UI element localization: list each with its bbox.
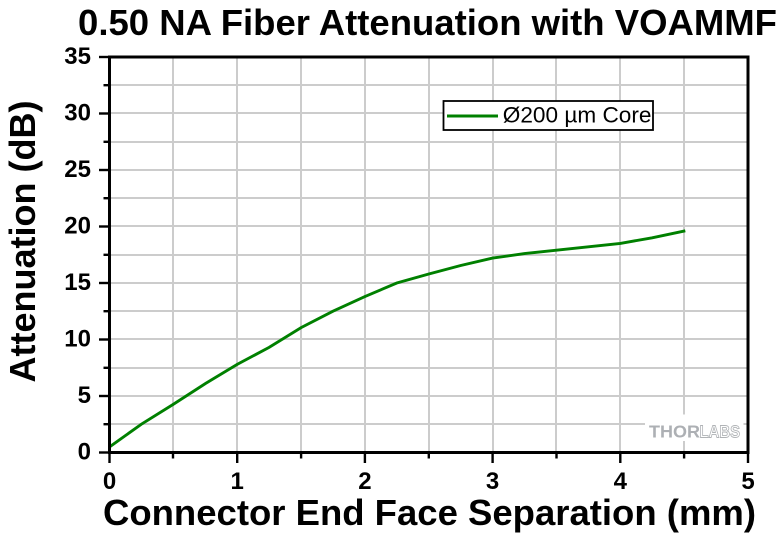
svg-text:LABS: LABS: [700, 422, 741, 442]
svg-text:5: 5: [741, 468, 754, 495]
svg-text:3: 3: [486, 468, 499, 495]
svg-text:0: 0: [103, 468, 116, 495]
svg-text:0: 0: [78, 439, 91, 466]
svg-text:2: 2: [358, 468, 371, 495]
svg-text:4: 4: [614, 468, 628, 495]
svg-text:10: 10: [64, 326, 91, 353]
svg-text:1: 1: [231, 468, 244, 495]
svg-text:5: 5: [78, 382, 91, 409]
svg-text:THOR: THOR: [649, 422, 700, 442]
svg-text:30: 30: [64, 100, 91, 127]
svg-text:Ø200 µm Core: Ø200 µm Core: [503, 103, 652, 128]
svg-text:25: 25: [64, 156, 91, 183]
svg-text:Attenuation (dB): Attenuation (dB): [2, 101, 43, 383]
svg-text:Connector End Face Separation: Connector End Face Separation (mm): [103, 492, 756, 533]
svg-text:0.50 NA Fiber Attenuation with: 0.50 NA Fiber Attenuation with VOAMMF: [78, 2, 777, 43]
svg-text:20: 20: [64, 213, 91, 240]
svg-text:15: 15: [64, 269, 91, 296]
svg-text:35: 35: [64, 43, 91, 70]
